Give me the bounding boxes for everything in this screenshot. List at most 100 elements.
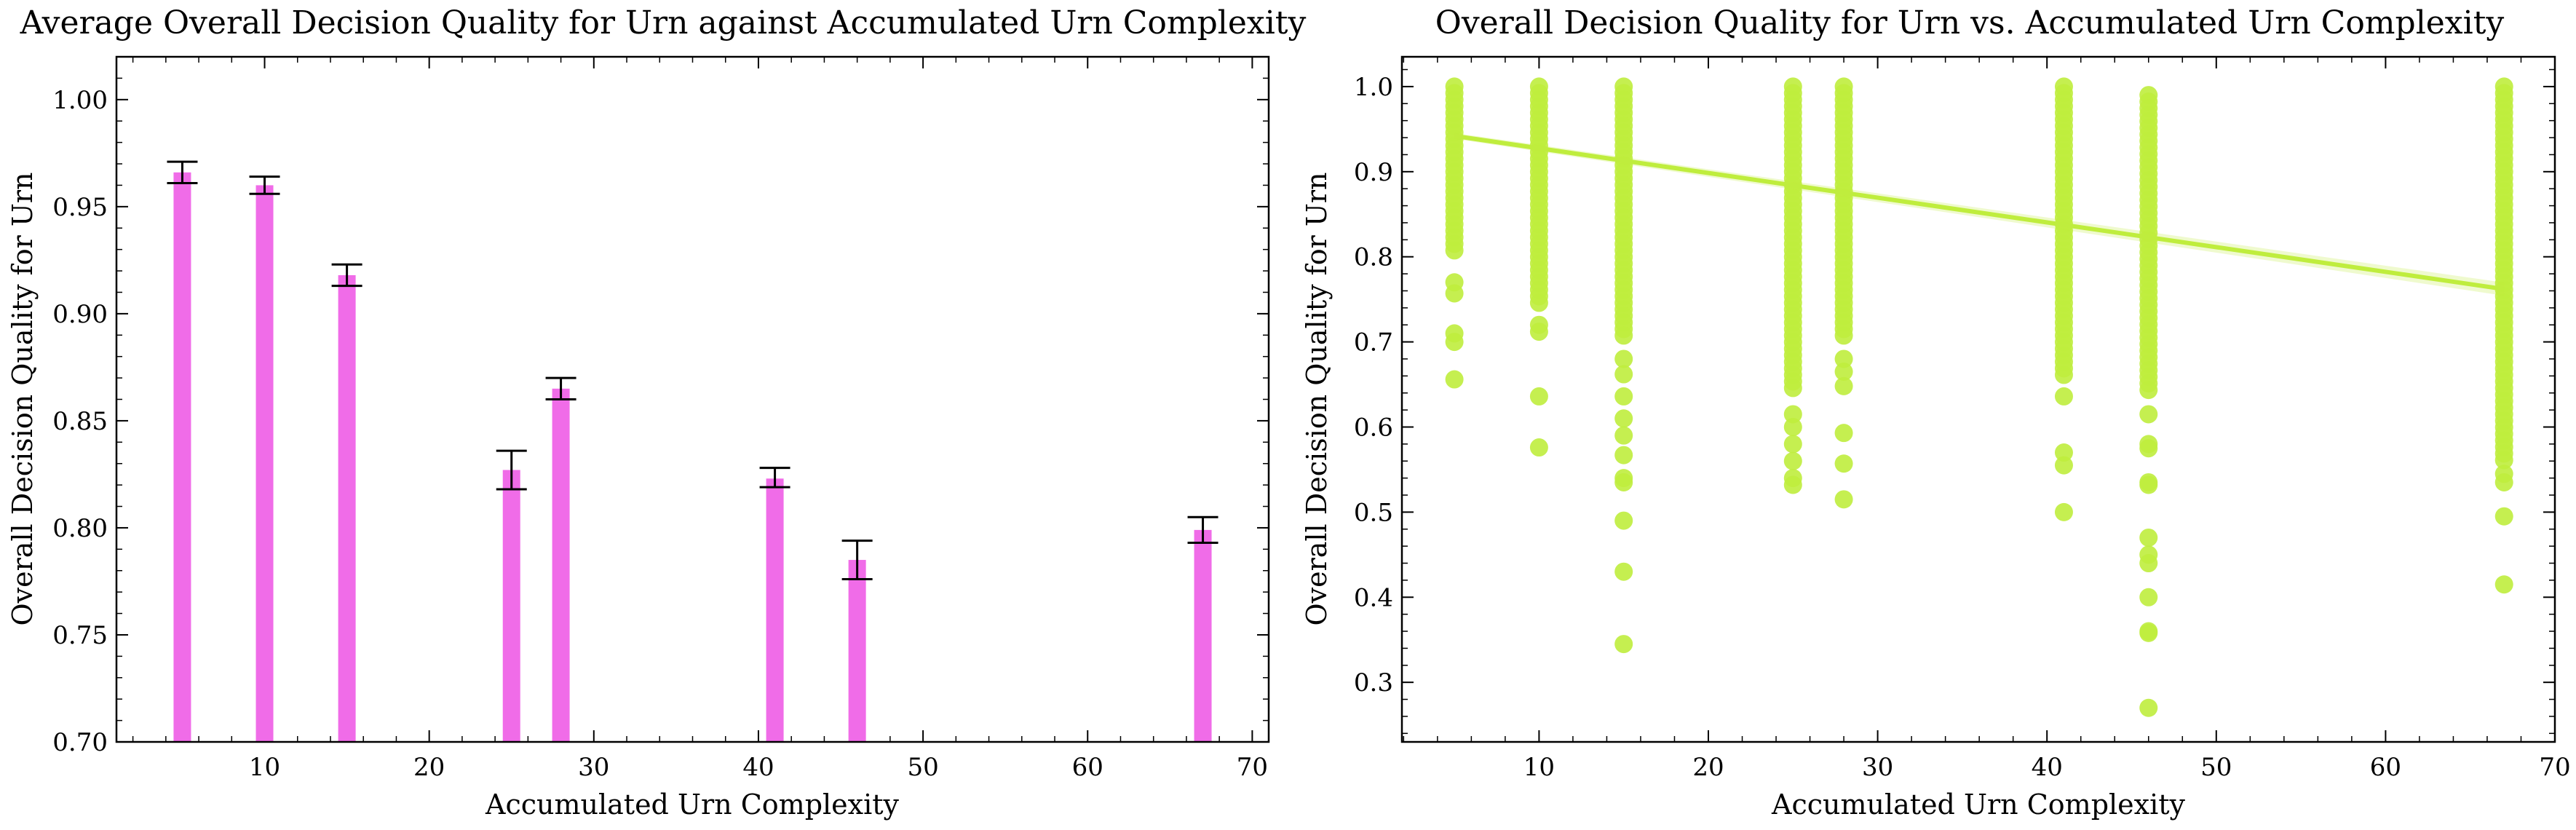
scatter-chart-xtick-label: 70 (2539, 753, 2570, 782)
scatter-point (1614, 409, 1633, 428)
scatter-point (1834, 454, 1853, 473)
scatter-point (1834, 326, 1853, 345)
scatter-point (2139, 405, 2158, 424)
scatter-chart-xlabel: Accumulated Urn Complexity (1771, 788, 2186, 821)
bar-chart-xtick-label: 30 (578, 753, 609, 782)
scatter-point (1445, 370, 1464, 389)
bar (255, 185, 274, 742)
scatter-chart: Overall Decision Quality for Urn vs. Acc… (1301, 4, 2571, 821)
scatter-point (2494, 451, 2513, 470)
scatter-point (1529, 438, 1548, 457)
scatter-chart-xtick-label: 30 (1862, 753, 1893, 782)
scatter-point (1614, 365, 1633, 384)
bar-chart-frame (115, 55, 1270, 743)
bar-chart-plot-area: 10 20 30 40 50 60 70 0.70 0.75 0.80 0.85 0.90 0.95 1.… (52, 57, 1269, 782)
scatter-point (2054, 387, 2073, 406)
scatter-point (2494, 507, 2513, 526)
bar-chart-ytick-label: 0.95 (52, 193, 108, 222)
scatter-chart-ytick-label: 0.8 (1354, 243, 1393, 272)
scatter-point (1783, 435, 1802, 454)
bar (552, 388, 570, 742)
bar (766, 478, 784, 742)
bar (502, 470, 520, 742)
scatter-chart-ytick-label: 0.5 (1354, 498, 1393, 527)
scatter-point (2139, 554, 2158, 573)
scatter-chart-xtick-label: 20 (1692, 753, 1724, 782)
scatter-chart-ytick-label: 0.6 (1354, 413, 1393, 442)
scatter-point (1614, 387, 1633, 406)
scatter-point (2139, 475, 2158, 494)
bar-chart-ytick-label: 0.70 (52, 728, 108, 757)
bar (173, 172, 191, 742)
bar (338, 274, 356, 743)
scatter-point (1614, 635, 1633, 654)
scatter-point (1614, 426, 1633, 445)
scatter-chart-xtick-label: 60 (2370, 753, 2401, 782)
bar-chart-xtick-label: 10 (249, 753, 280, 782)
bar-chart-xtick-label: 70 (1237, 753, 1268, 782)
scatter-chart-ytick-label: 0.3 (1354, 668, 1393, 697)
bar-chart-ytick-label: 0.85 (52, 407, 108, 436)
scatter-point (1834, 363, 1853, 382)
scatter-point (2494, 473, 2513, 491)
bar-chart-xlabel: Accumulated Urn Complexity (485, 788, 900, 821)
regression-line (1454, 133, 2505, 292)
scatter-chart-plot-area: 10 20 30 40 50 60 70 0.3 0.4 0.5 0.6 0.7 0.8 0.9 1.0 (1354, 57, 2571, 782)
scatter-point (1783, 379, 1802, 398)
scatter-chart-ylabel: Overall Decision Quality for Urn (1301, 172, 1333, 625)
scatter-point (2054, 502, 2073, 521)
scatter-point (1834, 490, 1853, 509)
bar-chart-ytick-label: 0.80 (52, 514, 108, 543)
scatter-point (2494, 575, 2513, 594)
bar-chart-ytick-label: 1.00 (52, 86, 108, 115)
bar-chart-xtick-label: 50 (907, 753, 938, 782)
scatter-point (1834, 376, 1853, 395)
scatter-chart-frame (1400, 55, 2556, 743)
scatter-point (2139, 698, 2158, 717)
scatter-chart-ytick-label: 0.4 (1354, 583, 1393, 612)
scatter-point (1614, 349, 1633, 368)
scatter-point (2054, 443, 2073, 462)
scatter-chart-ytick-label: 0.9 (1354, 158, 1393, 187)
scatter-point (1529, 323, 1548, 341)
scatter-point (2139, 528, 2158, 547)
scatter-chart-ytick-label: 1.0 (1354, 73, 1393, 102)
bar-chart-xtick-label: 40 (742, 753, 774, 782)
scatter-point (1614, 473, 1633, 491)
scatter-point (1445, 241, 1464, 260)
scatter-point (1614, 326, 1633, 345)
scatter-point (1529, 293, 1548, 312)
bar-chart-title: Average Overall Decision Quality for Urn… (20, 4, 1307, 42)
scatter-point (1783, 417, 1802, 436)
scatter-point (1783, 405, 1802, 424)
scatter-point (1614, 511, 1633, 530)
scatter-point (1834, 349, 1853, 368)
scatter-point (2054, 365, 2073, 384)
bar-chart-ylabel: Overall Decision Quality for Urn (7, 172, 39, 625)
bar (1194, 529, 1212, 742)
scatter-chart-xtick-label: 40 (2032, 753, 2063, 782)
bar (848, 560, 866, 742)
scatter-point (1834, 424, 1853, 443)
scatter-point (1614, 446, 1633, 465)
scatter-chart-xtick-label: 50 (2200, 753, 2232, 782)
bar-chart-ytick-label: 0.75 (52, 621, 108, 650)
scatter-point (2139, 588, 2158, 606)
bar-chart-ytick-label: 0.90 (52, 300, 108, 329)
scatter-point (1445, 284, 1464, 303)
scatter-chart-ytick-label: 0.7 (1354, 328, 1393, 357)
scatter-chart-title: Overall Decision Quality for Urn vs. Acc… (1435, 4, 2505, 42)
scatter-point (1614, 562, 1633, 581)
scatter-point (2139, 623, 2158, 642)
scatter-point (2054, 456, 2073, 475)
bar-chart: Average Overall Decision Quality for Urn… (7, 4, 1306, 821)
scatter-point (1783, 475, 1802, 494)
scatter-chart-xtick-label: 10 (1523, 753, 1555, 782)
scatter-point (1445, 333, 1464, 352)
scatter-point (1783, 451, 1802, 470)
scatter-point (2139, 381, 2158, 400)
bar-chart-xtick-label: 60 (1072, 753, 1103, 782)
scatter-point (2139, 439, 2158, 458)
scatter-point (1529, 387, 1548, 406)
